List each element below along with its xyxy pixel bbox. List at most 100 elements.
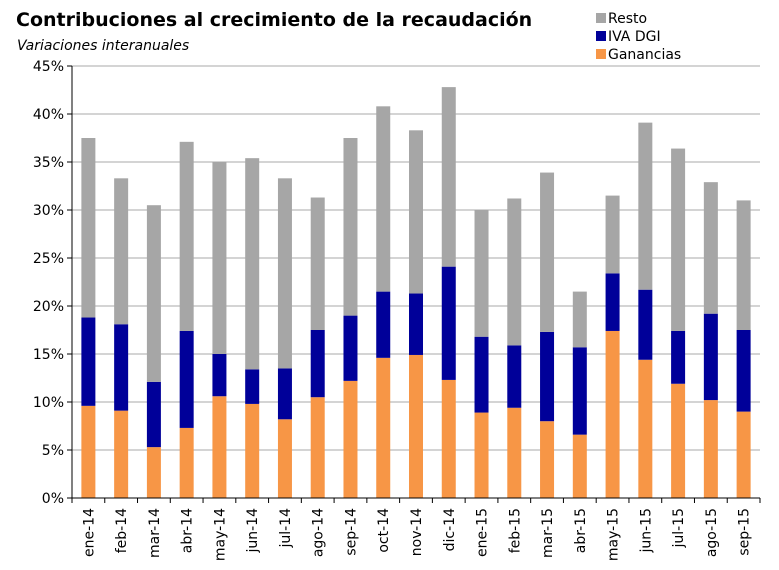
bar-resto [540, 172, 555, 332]
bar-ganancias [245, 403, 260, 498]
bar-ganancias [114, 410, 129, 498]
bar-ganancias [671, 383, 686, 498]
bar-ganancias [605, 330, 620, 498]
legend-label-ganancias: Ganancias [608, 47, 681, 63]
bar-ganancias [736, 411, 751, 498]
bar-ganancias [703, 400, 718, 498]
y-tick-label: 25% [33, 251, 64, 267]
bar-iva-dgi [605, 273, 620, 331]
x-axis-ticks: ene-14 feb-14 mar-14 abr-14 may-14 jun-14 jul-… [71, 498, 761, 561]
y-tick-label: 35% [33, 155, 64, 171]
y-tick-label: 45% [33, 59, 64, 75]
bar-iva-dgi [310, 330, 325, 398]
y-tick-label: 20% [33, 299, 64, 315]
legend-swatch-ganancias [596, 49, 606, 59]
bar-resto [441, 87, 456, 267]
bar-iva-dgi [277, 368, 292, 420]
bar-ganancias [81, 405, 96, 498]
legend: Resto IVA DGI Ganancias [596, 11, 681, 63]
bar-iva-dgi [245, 369, 260, 404]
x-tick-label: jun-15 [638, 508, 654, 554]
bar-iva-dgi [376, 291, 391, 358]
bar-resto [572, 291, 587, 348]
y-tick-label: 0% [42, 491, 64, 507]
y-tick-label: 10% [33, 395, 64, 411]
bar-ganancias [179, 427, 194, 498]
bar-resto [277, 178, 292, 369]
bar-resto [703, 182, 718, 314]
x-tick-label: feb-15 [507, 508, 523, 553]
legend-label-iva-dgi: IVA DGI [608, 29, 661, 45]
bar-resto [146, 205, 161, 382]
bar-ganancias [507, 407, 522, 498]
bar-iva-dgi [81, 317, 96, 406]
x-tick-label: abr-15 [573, 508, 589, 553]
x-tick-label: jul-14 [278, 508, 294, 549]
y-tick-label: 30% [33, 203, 64, 219]
x-tick-label: mar-14 [147, 508, 163, 558]
x-tick-label: ene-15 [475, 508, 491, 557]
bar-ganancias [277, 419, 292, 498]
x-tick-label: sep-14 [343, 508, 359, 556]
y-tick-label: 40% [33, 107, 64, 123]
bar-ganancias [310, 397, 325, 498]
chart-title: Contribuciones al crecimiento de la reca… [16, 9, 532, 31]
bar-iva-dgi [671, 330, 686, 384]
y-tick-label: 5% [42, 443, 64, 459]
x-tick-label: nov-14 [409, 508, 425, 556]
bar-ganancias [441, 379, 456, 498]
x-tick-label: ago-14 [311, 508, 327, 557]
x-tick-label: sep-15 [737, 508, 753, 556]
bars [81, 87, 751, 498]
bar-resto [245, 158, 260, 370]
axes [71, 66, 760, 499]
bar-iva-dgi [441, 266, 456, 380]
bar-resto [638, 122, 653, 290]
bar-resto [507, 198, 522, 346]
legend-swatch-iva-dgi [596, 31, 606, 41]
x-tick-label: may-15 [606, 508, 622, 561]
bar-iva-dgi [703, 313, 718, 401]
bar-ganancias [409, 354, 423, 498]
bar-resto [409, 130, 423, 294]
bar-resto [81, 138, 96, 318]
bar-iva-dgi [179, 330, 194, 428]
bar-resto [179, 141, 194, 331]
bar-iva-dgi [409, 293, 423, 355]
bar-iva-dgi [540, 331, 555, 422]
bar-iva-dgi [114, 324, 129, 411]
bar-resto [376, 106, 391, 292]
bar-iva-dgi [736, 330, 751, 412]
x-tick-label: jul-15 [671, 508, 687, 549]
bar-resto [671, 148, 686, 331]
bar-iva-dgi [638, 289, 653, 360]
bar-resto [114, 178, 129, 325]
bar-ganancias [572, 434, 587, 498]
bar-resto [605, 195, 620, 274]
bar-resto [310, 197, 325, 330]
bar-ganancias [540, 421, 555, 498]
bar-resto [212, 162, 227, 354]
bar-iva-dgi [474, 336, 489, 413]
x-tick-label: oct-14 [376, 508, 392, 553]
legend-label-resto: Resto [608, 11, 647, 27]
bar-iva-dgi [146, 381, 161, 448]
x-tick-label: feb-14 [114, 508, 130, 553]
bar-iva-dgi [212, 354, 227, 397]
bar-iva-dgi [343, 315, 358, 381]
bar-ganancias [638, 359, 653, 498]
x-tick-label: dic-14 [442, 508, 458, 551]
y-tick-label: 15% [33, 347, 64, 363]
chart-subtitle: Variaciones interanuales [17, 38, 189, 54]
bar-ganancias [376, 357, 391, 498]
bar-resto [474, 210, 489, 337]
x-tick-label: abr-14 [180, 508, 196, 553]
bar-ganancias [343, 380, 358, 498]
bar-iva-dgi [507, 345, 522, 408]
bar-ganancias [474, 412, 489, 498]
x-tick-label: jun-14 [245, 508, 261, 554]
legend-swatch-resto [596, 13, 606, 23]
bar-ganancias [146, 447, 161, 498]
x-tick-label: ene-14 [81, 508, 97, 557]
